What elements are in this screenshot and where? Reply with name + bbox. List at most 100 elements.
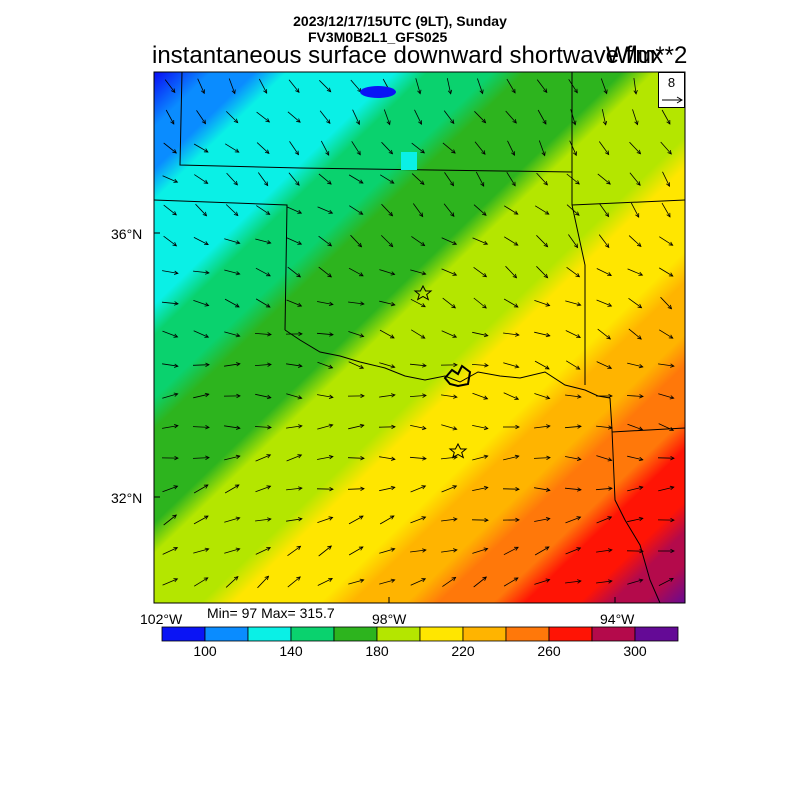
wind-arrow-head: [483, 332, 489, 338]
wind-arrow-head: [639, 394, 644, 399]
wind-arrow: [379, 269, 395, 275]
wind-arrow-head: [328, 516, 334, 521]
wind-arrow-head: [389, 515, 395, 520]
wind-arrow-head: [358, 210, 364, 215]
wind-arrow: [596, 299, 612, 307]
wind-arrow-head: [327, 180, 332, 185]
wind-arrow: [597, 328, 611, 340]
wind-arrow-head: [328, 394, 334, 399]
wind-arrow-head: [360, 486, 365, 492]
wind-arrow-head: [608, 579, 613, 584]
wind-arrow: [441, 424, 457, 430]
wind-arrow: [626, 395, 644, 397]
wind-arrow-head: [666, 212, 671, 218]
wind-arrow: [193, 300, 209, 306]
wind-arrow-head: [297, 517, 303, 522]
wind-arrow-head: [265, 118, 271, 123]
colorbar-swatch: [548, 626, 593, 642]
wind-arrow: [225, 576, 239, 588]
colorbar: [161, 626, 679, 642]
wind-arrow-head: [514, 454, 520, 460]
wind-arrow-head: [421, 485, 427, 490]
wind-arrow-head: [513, 577, 519, 582]
wind-arrow-head: [204, 241, 209, 246]
wind-arrow-head: [546, 424, 551, 429]
wind-arrow-head: [666, 182, 670, 187]
wind-arrow: [224, 363, 240, 367]
wind-arrow-head: [294, 150, 299, 156]
wind-arrow: [193, 393, 209, 399]
wind-arrow: [633, 78, 637, 94]
wind-arrow-head: [204, 302, 210, 307]
wind-arrow-head: [170, 119, 175, 125]
wind-arrow-head: [266, 240, 272, 245]
wind-arrow: [472, 331, 488, 337]
wind-arrow: [628, 328, 642, 340]
wind-arrow-head: [263, 89, 268, 94]
wind-arrow: [287, 545, 301, 557]
wind-arrow-head: [205, 362, 210, 367]
wind-arrow: [472, 425, 488, 429]
wind-arrow: [286, 487, 302, 491]
wind-arrow-head: [481, 150, 486, 155]
wind-arrow: [162, 393, 178, 399]
wind-arrow: [163, 204, 177, 216]
wind-arrow-head: [295, 181, 300, 186]
wind-arrow-head: [638, 578, 644, 583]
wind-arrow-head: [573, 88, 578, 94]
wind-arrow-head: [451, 576, 457, 582]
wind-arrow: [503, 392, 519, 400]
wind-arrow-head: [513, 241, 519, 246]
wind-arrow-head: [573, 243, 579, 249]
datetime-title: 2023/12/17/15UTC (9LT), Sunday: [293, 13, 507, 29]
wind-arrow: [162, 363, 178, 367]
wind-arrow-head: [264, 149, 270, 155]
wind-arrow-head: [205, 270, 210, 275]
wind-arrow-head: [575, 211, 580, 216]
wind-arrow-head: [479, 89, 484, 95]
wind-arrow: [349, 205, 363, 215]
colorbar-tick-label: 260: [537, 643, 561, 659]
wind-arrow-head: [296, 273, 301, 278]
wind-arrow-head: [482, 273, 488, 278]
wind-arrow-head: [390, 271, 396, 276]
wind-arrow: [379, 486, 395, 492]
wind-arrow: [195, 203, 207, 217]
wind-arrow: [537, 109, 547, 125]
wind-arrow-head: [390, 456, 396, 461]
wind-arrow-head: [670, 548, 675, 554]
reference-vector-label: 8: [667, 75, 676, 90]
wind-arrow: [534, 579, 550, 585]
wind-arrow-head: [666, 119, 671, 125]
wind-arrow-head: [668, 334, 674, 339]
wind-arrow-head: [638, 363, 644, 369]
wind-arrow-head: [296, 576, 301, 581]
wind-arrow: [415, 78, 421, 94]
wind-arrow-head: [639, 548, 644, 554]
wind-arrow: [224, 331, 240, 337]
wind-arrow: [473, 297, 487, 309]
reference-arrow-icon: [662, 96, 683, 104]
wind-arrow: [193, 548, 209, 554]
wind-arrow: [443, 203, 455, 217]
wind-arrow: [474, 111, 486, 123]
wind-arrow: [441, 518, 457, 522]
wind-arrow-head: [512, 119, 517, 124]
wind-arrow-head: [546, 455, 551, 460]
wind-arrow-head: [638, 485, 644, 491]
wind-arrow: [629, 141, 641, 155]
wind-arrow: [197, 78, 205, 94]
wind-arrow: [193, 330, 209, 338]
wind-arrow: [627, 362, 643, 368]
colorbar-tick-label: 300: [623, 643, 647, 659]
colorbar-tick-label: 180: [365, 643, 389, 659]
wind-arrow-head: [482, 211, 487, 216]
wind-arrow-head: [633, 89, 638, 95]
wind-arrow: [379, 456, 395, 460]
wind-arrow: [286, 518, 302, 522]
wind-arrow: [565, 580, 581, 584]
wind-arrow-head: [542, 119, 547, 125]
wind-arrow: [348, 515, 364, 525]
wind-arrow-head: [390, 485, 396, 491]
